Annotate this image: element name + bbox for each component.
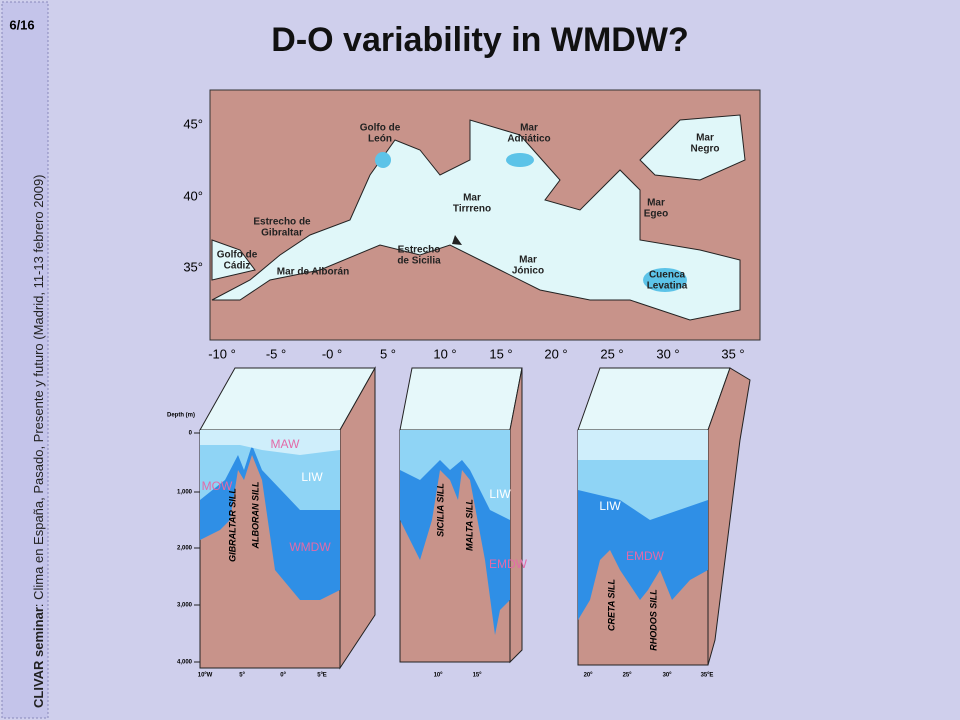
place-label: Levatina — [647, 281, 688, 292]
water-mass-label: LIW — [301, 470, 323, 484]
water-mass-label: MAW — [271, 437, 301, 451]
water-mass-label: EMDW — [489, 557, 528, 571]
event: CLIVAR seminar — [31, 607, 46, 708]
place-label: Cádiz — [224, 261, 251, 272]
section-lon-label: 30º — [663, 673, 673, 679]
place-label: Cuenca — [649, 270, 686, 281]
sill-label: ALBORAN SILL — [250, 482, 260, 550]
section-block — [199, 366, 376, 670]
sill-label: RHODOS SILL — [648, 589, 658, 651]
section-lon-label: 25º — [623, 673, 633, 679]
depth-label: 3,000 — [177, 603, 193, 609]
event-detail: : Clima en España, Pasado, Presente y fu… — [31, 174, 46, 607]
place-label: Negro — [691, 144, 720, 155]
lat-label: 45° — [183, 116, 203, 131]
convection-area — [506, 153, 534, 167]
place-label: Gibraltar — [261, 228, 303, 239]
sill-label: GIBRALTAR SILL — [227, 488, 237, 562]
water-mass-label: MOW — [202, 479, 233, 493]
slide-title: D-O variability in WMDW? — [271, 21, 688, 59]
place-label: Mar — [647, 198, 665, 209]
depth-title: Depth (m) — [167, 413, 195, 419]
lat-label: 40° — [183, 188, 203, 203]
lon-label: -0 ° — [322, 346, 342, 361]
place-label: Mar — [696, 133, 714, 144]
place-label: de Sicilia — [397, 256, 441, 267]
section-lon-label: 5ºE — [317, 673, 327, 679]
sidebar-text: CLIVAR seminar: Clima en España, Pasado,… — [31, 174, 46, 708]
sill-label: MALTA SILL — [464, 499, 474, 551]
section-lon-label: 35ºE — [701, 673, 714, 679]
place-label: Estrecho — [398, 245, 441, 256]
lon-label: 20 ° — [544, 346, 567, 361]
place-label: Mar — [520, 123, 538, 134]
arrow — [452, 235, 462, 245]
water-mass-label: LIW — [599, 499, 621, 513]
place-label: Mar — [463, 193, 481, 204]
section-lon-label: 10ºW — [198, 673, 213, 679]
place-label: Mar de Alborán — [277, 267, 349, 278]
place-label: León — [368, 134, 392, 145]
convection-area — [375, 152, 391, 168]
water-mass-label: LIW — [489, 487, 511, 501]
convection-area — [643, 268, 687, 292]
black-sea — [639, 114, 746, 181]
section-lon-label: 15º — [473, 673, 483, 679]
lon-label: 5 ° — [380, 346, 396, 361]
place-label: Mar — [519, 255, 537, 266]
lat-label: 35° — [183, 259, 203, 274]
lon-label: -5 ° — [266, 346, 286, 361]
section-blocks — [199, 366, 751, 670]
water-mass-label: EMDW — [626, 549, 665, 563]
place-label: Golfo de — [360, 123, 401, 134]
place-label: Tirrreno — [453, 204, 491, 215]
place-label: Jónico — [512, 266, 544, 277]
section-lon-label: 20º — [584, 673, 594, 679]
section-block — [577, 367, 751, 666]
place-label: Adriático — [507, 134, 550, 145]
lon-label: 25 ° — [600, 346, 623, 361]
sill-label: CRETA SILL — [606, 579, 616, 631]
depth-label: 1,000 — [177, 490, 193, 496]
depth-label: 2,000 — [177, 546, 193, 552]
sidebar — [1, 1, 49, 719]
place-label: Egeo — [644, 209, 668, 220]
section-lon-label: 0º — [280, 673, 286, 679]
slide-number: 6/16 — [9, 17, 34, 32]
lon-label: -10 ° — [208, 346, 236, 361]
lon-label: 10 ° — [433, 346, 456, 361]
lon-label: 35 ° — [721, 346, 744, 361]
lon-label: 30 ° — [656, 346, 679, 361]
depth-label: 4,000 — [177, 660, 193, 666]
sill-label: SICILIA SILL — [435, 483, 445, 537]
atlantic — [211, 239, 256, 281]
section-lon-label: 10º — [434, 673, 444, 679]
depth-label: 0 — [189, 431, 193, 437]
place-label: Golfo de — [217, 250, 258, 261]
water-mass-label: WMDW — [289, 540, 331, 554]
lon-label: 15 ° — [489, 346, 512, 361]
section-lon-label: 5º — [239, 673, 245, 679]
place-label: Estrecho de — [253, 217, 311, 228]
map — [209, 89, 761, 341]
section-block — [399, 367, 523, 664]
